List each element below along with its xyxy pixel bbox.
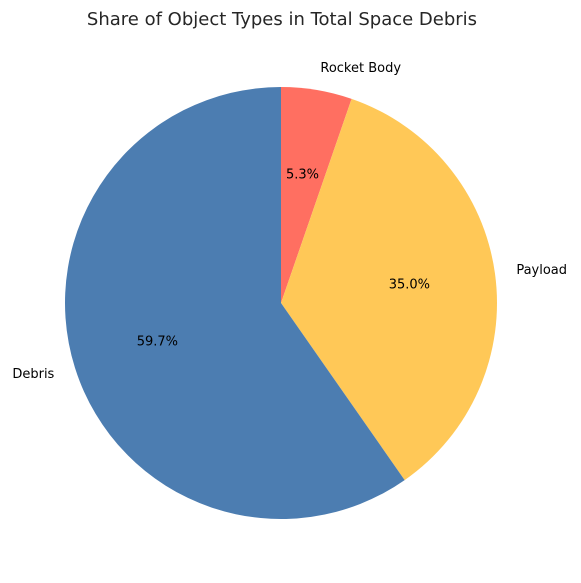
chart-title: Share of Object Types in Total Space Deb… <box>87 9 477 30</box>
pct-label-rocket-body: 5.3% <box>286 168 319 183</box>
label-debris: Debris <box>12 367 54 382</box>
pie-slices <box>65 87 497 519</box>
slice-debris <box>65 87 405 519</box>
pct-label-payload: 35.0% <box>389 278 430 293</box>
label-rocket-body: Rocket Body <box>320 61 401 76</box>
slice-rocket-body <box>281 87 352 303</box>
pie-labels: Rocket Body 5.3% Payload 35.0% Debris 59.7% <box>12 61 567 382</box>
slice-payload <box>281 98 497 481</box>
label-payload: Payload <box>516 263 567 278</box>
pct-label-debris: 59.7% <box>137 334 178 349</box>
